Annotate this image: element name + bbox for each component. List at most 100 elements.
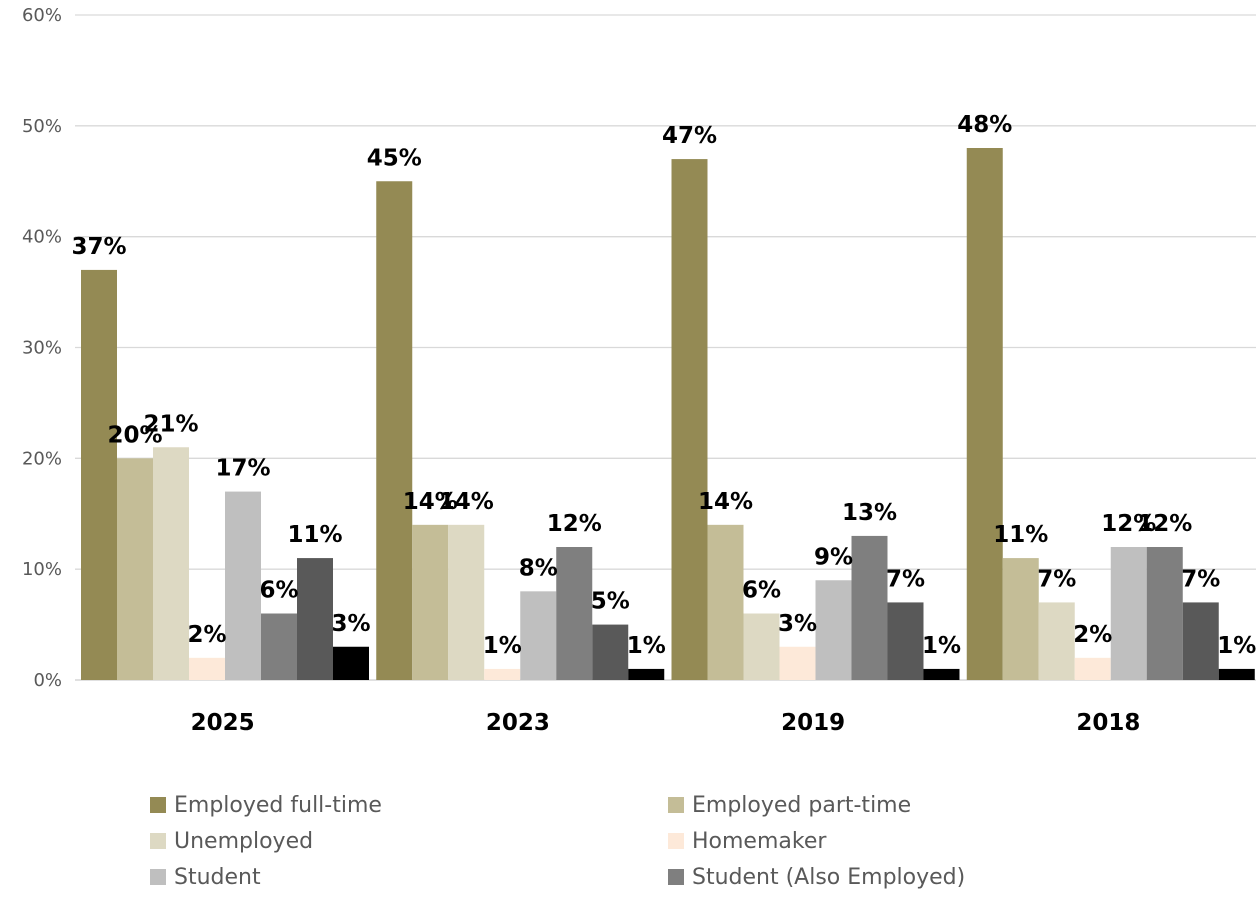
bar-2025-series-5 bbox=[225, 491, 261, 680]
y-tick-label: 50% bbox=[22, 116, 62, 137]
y-tick-label: 10% bbox=[22, 559, 62, 580]
data-label: 11% bbox=[993, 522, 1048, 548]
bar-2023-series-2 bbox=[412, 524, 449, 680]
data-label: 11% bbox=[287, 522, 342, 548]
legend-swatch bbox=[150, 797, 166, 813]
data-label: 12% bbox=[1137, 511, 1192, 537]
bar-2019-series-5 bbox=[815, 580, 852, 680]
data-label: 12% bbox=[547, 511, 602, 537]
bar-2023-series-3 bbox=[448, 524, 485, 680]
data-label: 1% bbox=[922, 633, 961, 659]
legend-item: Student bbox=[150, 862, 668, 892]
category-label: 2018 bbox=[1076, 710, 1140, 736]
bar-2019-series-3 bbox=[743, 613, 780, 680]
category-label: 2023 bbox=[486, 710, 550, 736]
bar-2019-series-7 bbox=[887, 602, 924, 680]
bar-2018-series-7 bbox=[1182, 602, 1219, 680]
y-axis-ticks: 0% 10% 20% 30% 40% 50% 60% bbox=[22, 5, 62, 691]
data-label: 9% bbox=[814, 544, 853, 570]
data-label: 47% bbox=[662, 123, 717, 149]
data-label: 37% bbox=[71, 234, 126, 260]
bar-2019-series-8 bbox=[923, 668, 960, 680]
data-label: 1% bbox=[483, 633, 522, 659]
legend-label: Employed part-time bbox=[692, 792, 912, 818]
data-label: 14% bbox=[439, 489, 494, 515]
y-tick-label: 40% bbox=[22, 227, 62, 248]
legend-label: Student (Also Employed) bbox=[692, 864, 966, 890]
bar-2023-series-4 bbox=[484, 668, 521, 680]
legend-item: Employed part-time bbox=[668, 790, 1048, 820]
legend-label: Employed full-time bbox=[174, 792, 382, 818]
data-label: 6% bbox=[259, 578, 298, 604]
legend-label: Unemployed bbox=[174, 828, 314, 854]
legend-label: Homemaker bbox=[692, 828, 827, 854]
y-tick-label: 20% bbox=[22, 448, 62, 469]
bar-2025-series-2 bbox=[117, 458, 153, 680]
y-tick-label: 0% bbox=[33, 670, 62, 691]
bar-2025-series-6 bbox=[261, 613, 297, 680]
bar-2019-series-4 bbox=[779, 646, 816, 680]
data-label: 7% bbox=[1037, 566, 1076, 592]
y-tick-label: 60% bbox=[22, 5, 62, 26]
legend-swatch bbox=[150, 869, 166, 885]
bar-2023-series-7 bbox=[592, 624, 629, 680]
data-label: 17% bbox=[215, 456, 270, 482]
data-label: 13% bbox=[842, 500, 897, 526]
data-label: 45% bbox=[367, 145, 422, 171]
legend-item: Student (Also Employed) bbox=[668, 862, 1048, 892]
bar-2018-series-6 bbox=[1146, 547, 1183, 680]
data-label: 8% bbox=[519, 555, 558, 581]
bar-2018-series-5 bbox=[1110, 547, 1147, 680]
bar-2019-series-6 bbox=[851, 535, 888, 680]
data-label: 21% bbox=[143, 411, 198, 437]
bar-2018-series-2 bbox=[1002, 558, 1039, 680]
data-label: 48% bbox=[957, 112, 1012, 138]
legend-swatch bbox=[668, 797, 684, 813]
data-label: 2% bbox=[187, 622, 226, 648]
legend: Employed full-time Employed part-time Unem… bbox=[150, 790, 1050, 892]
bar-2025-series-4 bbox=[189, 657, 225, 680]
data-label: 1% bbox=[1217, 633, 1256, 659]
bar-2023-series-6 bbox=[556, 547, 593, 680]
data-label: 3% bbox=[778, 611, 817, 637]
x-axis-categories: 2025 2023 2019 2018 bbox=[191, 710, 1141, 736]
data-label: 1% bbox=[627, 633, 666, 659]
legend-item: Unemployed bbox=[150, 826, 668, 856]
data-label: 14% bbox=[698, 489, 753, 515]
data-label: 6% bbox=[742, 578, 781, 604]
bar-2019-series-1 bbox=[671, 159, 708, 681]
bar-2023-series-8 bbox=[628, 668, 665, 680]
bar-2025-series-8 bbox=[333, 646, 369, 680]
bar-chart: 0%10%20%30%40%50%60% 37%20%21%2%17%6%11%… bbox=[22, 5, 1256, 736]
category-label: 2025 bbox=[191, 710, 255, 736]
y-tick-label: 30% bbox=[22, 338, 62, 359]
bar-2025-series-1 bbox=[81, 269, 117, 680]
data-label: 14% bbox=[403, 489, 458, 515]
legend-item: Homemaker bbox=[668, 826, 1048, 856]
data-label: 7% bbox=[886, 566, 925, 592]
bar-2023-series-1 bbox=[376, 181, 413, 680]
gridlines bbox=[75, 14, 1256, 681]
legend-swatch bbox=[150, 833, 166, 849]
bar-2025-series-3 bbox=[153, 447, 189, 680]
bar-2018-series-1 bbox=[966, 148, 1003, 680]
bar-2018-series-3 bbox=[1038, 602, 1075, 680]
legend-label: Student bbox=[174, 864, 261, 890]
bars bbox=[81, 148, 1255, 681]
data-labels: 37%20%21%2%17%6%11%3%45%14%14%1%8%12%5%1… bbox=[71, 112, 1256, 659]
bar-2023-series-5 bbox=[520, 591, 557, 680]
data-label: 7% bbox=[1181, 566, 1220, 592]
data-label: 5% bbox=[591, 589, 630, 615]
bar-2018-series-4 bbox=[1074, 657, 1111, 680]
data-label: 20% bbox=[107, 422, 162, 448]
bar-2019-series-2 bbox=[707, 524, 744, 680]
legend-swatch bbox=[668, 869, 684, 885]
data-label: 12% bbox=[1101, 511, 1156, 537]
bar-2025-series-7 bbox=[297, 558, 333, 680]
category-label: 2019 bbox=[781, 710, 845, 736]
data-label: 2% bbox=[1073, 622, 1112, 648]
legend-item: Employed full-time bbox=[150, 790, 668, 820]
bar-2018-series-8 bbox=[1218, 668, 1255, 680]
data-label: 3% bbox=[331, 611, 370, 637]
legend-swatch bbox=[668, 833, 684, 849]
